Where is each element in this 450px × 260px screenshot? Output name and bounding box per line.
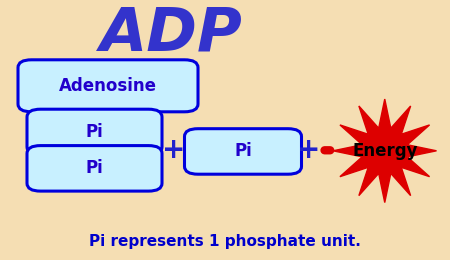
Text: Pi: Pi [86, 159, 104, 177]
Text: Adenosine: Adenosine [59, 77, 157, 95]
Text: +: + [297, 136, 320, 164]
Text: Energy: Energy [352, 142, 418, 160]
Text: +: + [162, 136, 185, 164]
FancyBboxPatch shape [27, 109, 162, 155]
FancyBboxPatch shape [184, 129, 302, 174]
Text: Pi represents 1 phosphate unit.: Pi represents 1 phosphate unit. [89, 234, 361, 249]
Text: Pi: Pi [86, 123, 104, 141]
Polygon shape [333, 99, 436, 203]
FancyBboxPatch shape [27, 146, 162, 191]
Text: Pi: Pi [234, 142, 252, 160]
FancyBboxPatch shape [18, 60, 198, 112]
Text: ADP: ADP [99, 4, 243, 63]
